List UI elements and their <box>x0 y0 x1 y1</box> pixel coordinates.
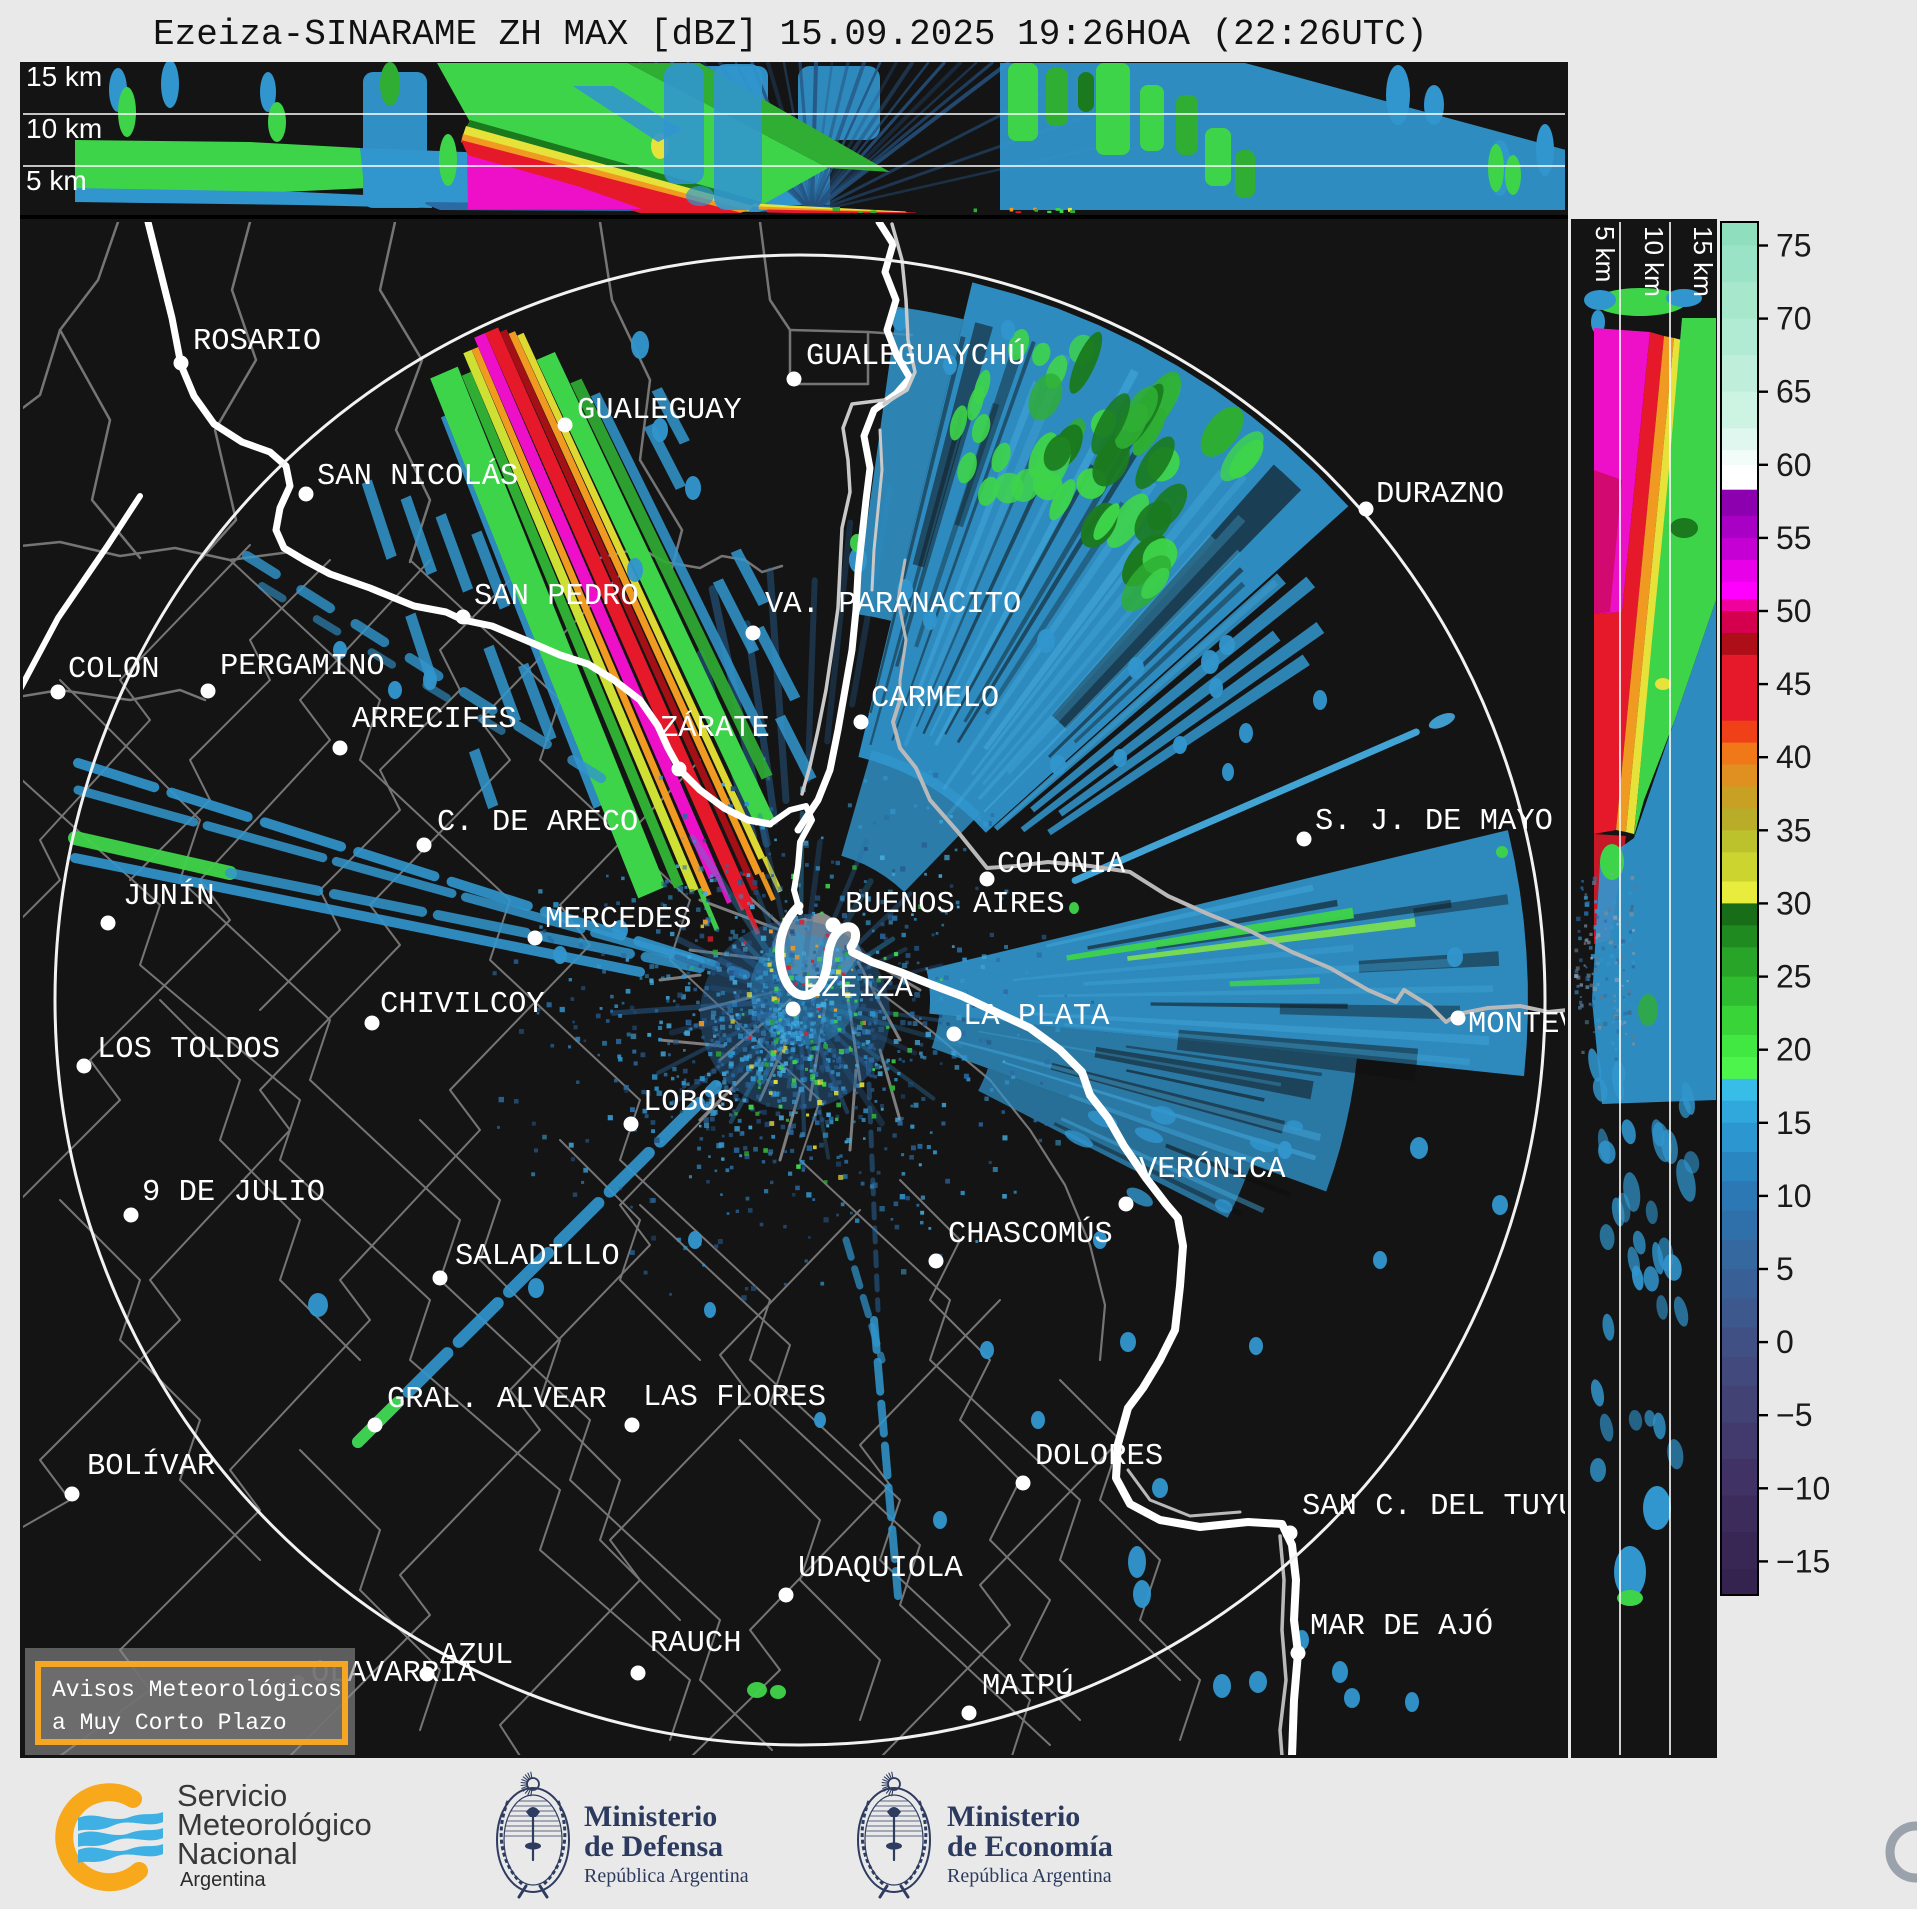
svg-text:60: 60 <box>1776 447 1812 483</box>
svg-text:COLON: COLON <box>68 653 160 687</box>
svg-text:MAIPÚ: MAIPÚ <box>982 1667 1074 1704</box>
svg-text:Avisos Meteorológicos: Avisos Meteorológicos <box>52 1677 342 1703</box>
svg-text:GUALEGUAY: GUALEGUAY <box>577 394 742 428</box>
svg-text:15 km: 15 km <box>1688 226 1718 297</box>
svg-text:DURAZNO: DURAZNO <box>1376 478 1504 512</box>
svg-text:C. DE ARECO: C. DE ARECO <box>437 806 638 840</box>
svg-text:PERGAMINO: PERGAMINO <box>220 650 385 684</box>
svg-text:República Argentina: República Argentina <box>947 1865 1112 1887</box>
svg-text:70: 70 <box>1776 301 1812 337</box>
svg-text:10: 10 <box>1776 1178 1812 1214</box>
svg-text:40: 40 <box>1776 739 1812 775</box>
svg-text:65: 65 <box>1776 374 1812 410</box>
svg-text:Ministerio: Ministerio <box>584 1800 717 1833</box>
svg-text:30: 30 <box>1776 885 1812 921</box>
svg-text:CHASCOMÚS: CHASCOMÚS <box>948 1215 1113 1252</box>
svg-text:MERCEDES: MERCEDES <box>545 903 691 937</box>
svg-text:República Argentina: República Argentina <box>584 1865 749 1887</box>
svg-text:15: 15 <box>1776 1105 1812 1141</box>
svg-text:MAR DE AJÓ: MAR DE AJÓ <box>1310 1607 1493 1644</box>
svg-text:DOLORES: DOLORES <box>1035 1440 1163 1474</box>
svg-text:5: 5 <box>1776 1251 1794 1287</box>
svg-text:10 km: 10 km <box>1639 226 1669 297</box>
svg-text:10 km: 10 km <box>26 113 102 144</box>
svg-text:75: 75 <box>1776 228 1812 264</box>
svg-text:55: 55 <box>1776 520 1812 556</box>
svg-text:35: 35 <box>1776 812 1812 848</box>
svg-text:RAUCH: RAUCH <box>650 1627 742 1661</box>
svg-text:LA PLATA: LA PLATA <box>963 1000 1110 1034</box>
svg-text:5 km: 5 km <box>26 165 87 196</box>
svg-text:25: 25 <box>1776 959 1812 995</box>
svg-text:CHIVILCOY: CHIVILCOY <box>380 988 545 1022</box>
svg-text:de Defensa: de Defensa <box>584 1830 723 1863</box>
svg-text:LOBOS: LOBOS <box>643 1086 735 1120</box>
svg-text:GRAL. ALVEAR: GRAL. ALVEAR <box>387 1383 607 1417</box>
svg-text:Ministerio: Ministerio <box>947 1800 1080 1833</box>
svg-text:50: 50 <box>1776 593 1812 629</box>
svg-text:VA. PARANACITO: VA. PARANACITO <box>765 588 1021 622</box>
svg-text:VERÓNICA: VERÓNICA <box>1139 1150 1286 1187</box>
svg-text:Servicio: Servicio <box>177 1778 287 1813</box>
svg-text:ROSARIO: ROSARIO <box>193 325 321 359</box>
svg-text:LAS FLORES: LAS FLORES <box>643 1381 826 1415</box>
svg-text:BUENOS AIRES: BUENOS AIRES <box>845 888 1065 922</box>
svg-text:Nacional: Nacional <box>177 1836 298 1871</box>
svg-text:BOLÍVAR: BOLÍVAR <box>87 1447 215 1484</box>
svg-text:−10: −10 <box>1776 1470 1830 1506</box>
svg-text:SAN C. DEL TUYÚ: SAN C. DEL TUYÚ <box>1302 1487 1577 1524</box>
svg-text:SALADILLO: SALADILLO <box>455 1240 620 1274</box>
svg-text:Argentina: Argentina <box>180 1869 266 1891</box>
svg-text:5 km: 5 km <box>1590 226 1620 282</box>
svg-text:−15: −15 <box>1776 1543 1830 1579</box>
svg-text:−5: −5 <box>1776 1397 1812 1433</box>
svg-text:ZÁRATE: ZÁRATE <box>660 709 770 746</box>
svg-text:45: 45 <box>1776 666 1812 702</box>
svg-text:CARMELO: CARMELO <box>871 682 999 716</box>
svg-text:JUNÍN: JUNÍN <box>123 877 215 914</box>
svg-text:0: 0 <box>1776 1324 1794 1360</box>
svg-text:15 km: 15 km <box>26 61 102 92</box>
svg-text:Meteorológico: Meteorológico <box>177 1807 372 1842</box>
svg-text:S. J. DE MAYO: S. J. DE MAYO <box>1315 805 1553 839</box>
svg-text:AZUL: AZUL <box>440 1639 513 1673</box>
svg-text:UDAQUIOLA: UDAQUIOLA <box>798 1552 963 1586</box>
svg-text:20: 20 <box>1776 1032 1812 1068</box>
svg-text:COLONIA: COLONIA <box>997 848 1126 882</box>
svg-text:9 DE JULIO: 9 DE JULIO <box>142 1176 325 1210</box>
svg-text:SAN PEDRO: SAN PEDRO <box>474 580 639 614</box>
svg-text:ARRECIFES: ARRECIFES <box>352 703 517 737</box>
svg-text:de Economía: de Economía <box>947 1830 1113 1863</box>
svg-text:LOS TOLDOS: LOS TOLDOS <box>97 1033 280 1067</box>
svg-text:SAN NICOLÁS: SAN NICOLÁS <box>317 457 518 494</box>
svg-text:MONTEVIDEO: MONTEVIDEO <box>1468 1008 1651 1042</box>
svg-text:GUALEGUAYCHÚ: GUALEGUAYCHÚ <box>806 337 1026 374</box>
svg-text:a Muy Corto Plazo: a Muy Corto Plazo <box>52 1710 287 1736</box>
svg-text:EZEIZA: EZEIZA <box>803 972 914 1006</box>
